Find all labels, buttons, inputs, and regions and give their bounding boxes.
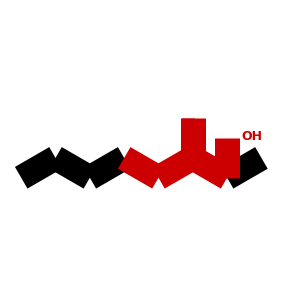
Text: OH: OH <box>241 130 262 142</box>
